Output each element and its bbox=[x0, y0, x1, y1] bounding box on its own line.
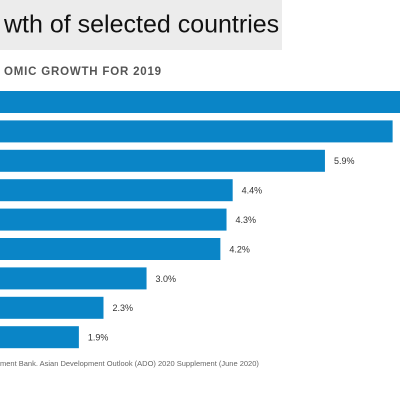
value-label: 1.9% bbox=[88, 333, 109, 343]
value-label: 2.3% bbox=[112, 303, 133, 313]
value-label: 4.3% bbox=[236, 215, 257, 225]
bar bbox=[0, 238, 221, 260]
bar bbox=[0, 149, 325, 172]
bar bbox=[0, 267, 147, 290]
bar bbox=[0, 296, 104, 319]
bar bbox=[0, 179, 233, 202]
value-label: 3.0% bbox=[156, 274, 177, 284]
chart-title: wth of selected countries bbox=[3, 11, 279, 39]
chart-subtitle: OMIC GROWTH FOR 2019 bbox=[4, 66, 162, 78]
bar bbox=[0, 208, 227, 231]
bar bbox=[0, 326, 79, 349]
chart-source: ment Bank. Asian Development Outlook (AD… bbox=[0, 359, 259, 368]
bar bbox=[0, 91, 400, 113]
value-label: 5.9% bbox=[334, 156, 355, 166]
value-label: 4.2% bbox=[229, 244, 250, 254]
title-box bbox=[0, 0, 282, 50]
bar bbox=[0, 120, 393, 143]
value-label: 4.4% bbox=[242, 186, 263, 196]
